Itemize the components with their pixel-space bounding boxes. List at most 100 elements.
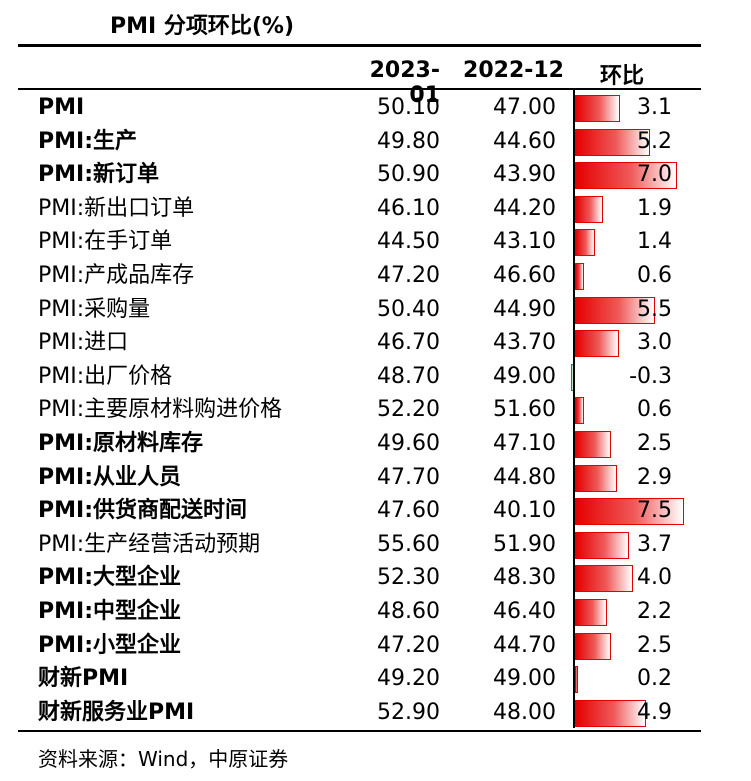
table-row: PMI:新订单 50.90 43.90 7.0 — [0, 158, 751, 191]
table-row: 财新PMI 49.20 49.00 0.2 — [0, 662, 751, 695]
value-2022-12: 51.60 — [493, 397, 556, 423]
table-row: PMI:采购量 50.40 44.90 5.5 — [0, 293, 751, 326]
table-row: PMI:生产 49.80 44.60 5.2 — [0, 125, 751, 158]
value-2022-12: 48.30 — [493, 565, 556, 591]
value-2023-01: 44.50 — [377, 229, 440, 255]
row-label: PMI:出厂价格 — [38, 363, 173, 389]
header-2022-12: 2022-12 — [463, 58, 564, 83]
row-label: PMI:产成品库存 — [38, 263, 195, 288]
mom-value: 2.5 — [637, 632, 672, 658]
mom-value: 3.7 — [637, 531, 672, 557]
row-label: PMI:中型企业 — [38, 599, 182, 624]
value-2023-01: 52.90 — [377, 699, 440, 725]
value-2022-12: 44.60 — [493, 128, 556, 154]
value-2023-01: 46.70 — [377, 330, 440, 356]
table-row: PMI:新出口订单 46.10 44.20 1.9 — [0, 192, 751, 225]
mom-bar — [575, 464, 618, 492]
mom-value: 0.2 — [637, 666, 672, 692]
row-label: PMI:新订单 — [38, 162, 160, 188]
table-row: 财新服务业PMI 52.90 48.00 4.9 — [0, 696, 751, 729]
row-label: PMI:生产经营活动预期 — [38, 531, 261, 557]
value-2023-01: 47.20 — [377, 632, 440, 658]
mom-value: 2.2 — [637, 599, 672, 624]
row-label: PMI:原材料库存 — [38, 431, 204, 456]
mom-value: 7.5 — [637, 498, 672, 524]
table-row: PMI:在手订单 44.50 43.10 1.4 — [0, 225, 751, 258]
table-row: PMI:中型企业 48.60 46.40 2.2 — [0, 595, 751, 628]
table-row: PMI:供货商配送时间 47.60 40.10 7.5 — [0, 494, 751, 527]
mom-bar — [575, 263, 584, 290]
value-2023-01: 49.80 — [377, 128, 440, 154]
table-row: PMI:小型企业 47.20 44.70 2.5 — [0, 629, 751, 662]
bar-zero-axis — [573, 90, 575, 728]
source-note: 资料来源：Wind，中原证券 — [38, 747, 289, 771]
row-label: PMI:从业人员 — [38, 464, 182, 490]
value-2022-12: 47.10 — [493, 431, 556, 456]
value-2022-12: 43.90 — [493, 162, 556, 188]
value-2023-01: 50.40 — [377, 296, 440, 322]
value-2022-12: 43.70 — [493, 330, 556, 356]
mom-value: 2.5 — [637, 431, 672, 456]
value-2022-12: 43.10 — [493, 229, 556, 255]
mom-bar — [575, 666, 578, 694]
table-title: PMI 分项环比(%) — [110, 14, 295, 39]
mom-bar — [575, 599, 607, 626]
mom-value: 4.0 — [637, 565, 672, 591]
value-2023-01: 46.10 — [377, 195, 440, 221]
header-2023-01: 2023-01 — [369, 58, 440, 108]
mom-value: 1.9 — [637, 195, 672, 221]
value-2022-12: 49.00 — [493, 666, 556, 692]
value-2023-01: 47.20 — [377, 263, 440, 288]
value-2023-01: 49.60 — [377, 431, 440, 456]
header-rule — [18, 88, 701, 90]
mom-bar — [575, 195, 603, 223]
mom-value: 0.6 — [637, 263, 672, 288]
row-label: PMI:供货商配送时间 — [38, 498, 248, 524]
value-2022-12: 40.10 — [493, 498, 556, 524]
mom-value: -0.3 — [629, 363, 672, 389]
value-2023-01: 48.70 — [377, 363, 440, 389]
value-2023-01: 50.10 — [377, 95, 440, 120]
table-row: PMI:出厂价格 48.70 49.00 -0.3 — [0, 360, 751, 393]
value-2023-01: 52.20 — [377, 397, 440, 423]
mom-bar — [575, 95, 620, 122]
table-row: PMI:产成品库存 47.20 46.60 0.6 — [0, 259, 751, 292]
row-label: PMI — [38, 95, 85, 120]
table-row: PMI:从业人员 47.70 44.80 2.9 — [0, 461, 751, 494]
mom-bar — [575, 296, 655, 324]
mom-value: 2.9 — [637, 464, 672, 490]
value-2022-12: 44.20 — [493, 195, 556, 221]
row-label: PMI:新出口订单 — [38, 195, 195, 221]
table-row: PMI:主要原材料购进价格 52.20 51.60 0.6 — [0, 393, 751, 426]
value-2022-12: 51.90 — [493, 531, 556, 557]
value-2023-01: 55.60 — [377, 531, 440, 557]
value-2022-12: 46.60 — [493, 263, 556, 288]
mom-bar — [575, 229, 596, 257]
value-2022-12: 49.00 — [493, 363, 556, 389]
mom-value: 1.4 — [637, 229, 672, 255]
value-2022-12: 46.40 — [493, 599, 556, 624]
mom-bar — [575, 565, 633, 593]
row-label: PMI:小型企业 — [38, 632, 182, 658]
mom-bar — [575, 531, 629, 559]
mom-value: 7.0 — [637, 162, 672, 188]
table-row: PMI:生产经营活动预期 55.60 51.90 3.7 — [0, 528, 751, 561]
row-label: PMI:生产 — [38, 128, 138, 154]
value-2022-12: 44.90 — [493, 296, 556, 322]
row-label: 财新服务业PMI — [38, 699, 195, 725]
row-label: PMI:采购量 — [38, 296, 151, 322]
mom-bar — [575, 397, 584, 425]
value-2023-01: 47.60 — [377, 498, 440, 524]
mom-value: 3.1 — [637, 95, 672, 120]
row-label: PMI:主要原材料购进价格 — [38, 397, 283, 423]
mom-bar — [575, 431, 612, 458]
row-label: 财新PMI — [38, 666, 129, 692]
header-mom: 环比 — [600, 64, 645, 89]
table-row: PMI:进口 46.70 43.70 3.0 — [0, 326, 751, 359]
mom-bar — [575, 498, 684, 526]
value-2022-12: 47.00 — [493, 95, 556, 120]
value-2023-01: 50.90 — [377, 162, 440, 188]
bottom-rule — [18, 730, 701, 732]
mom-bar — [575, 699, 647, 727]
row-label: PMI:大型企业 — [38, 565, 182, 591]
